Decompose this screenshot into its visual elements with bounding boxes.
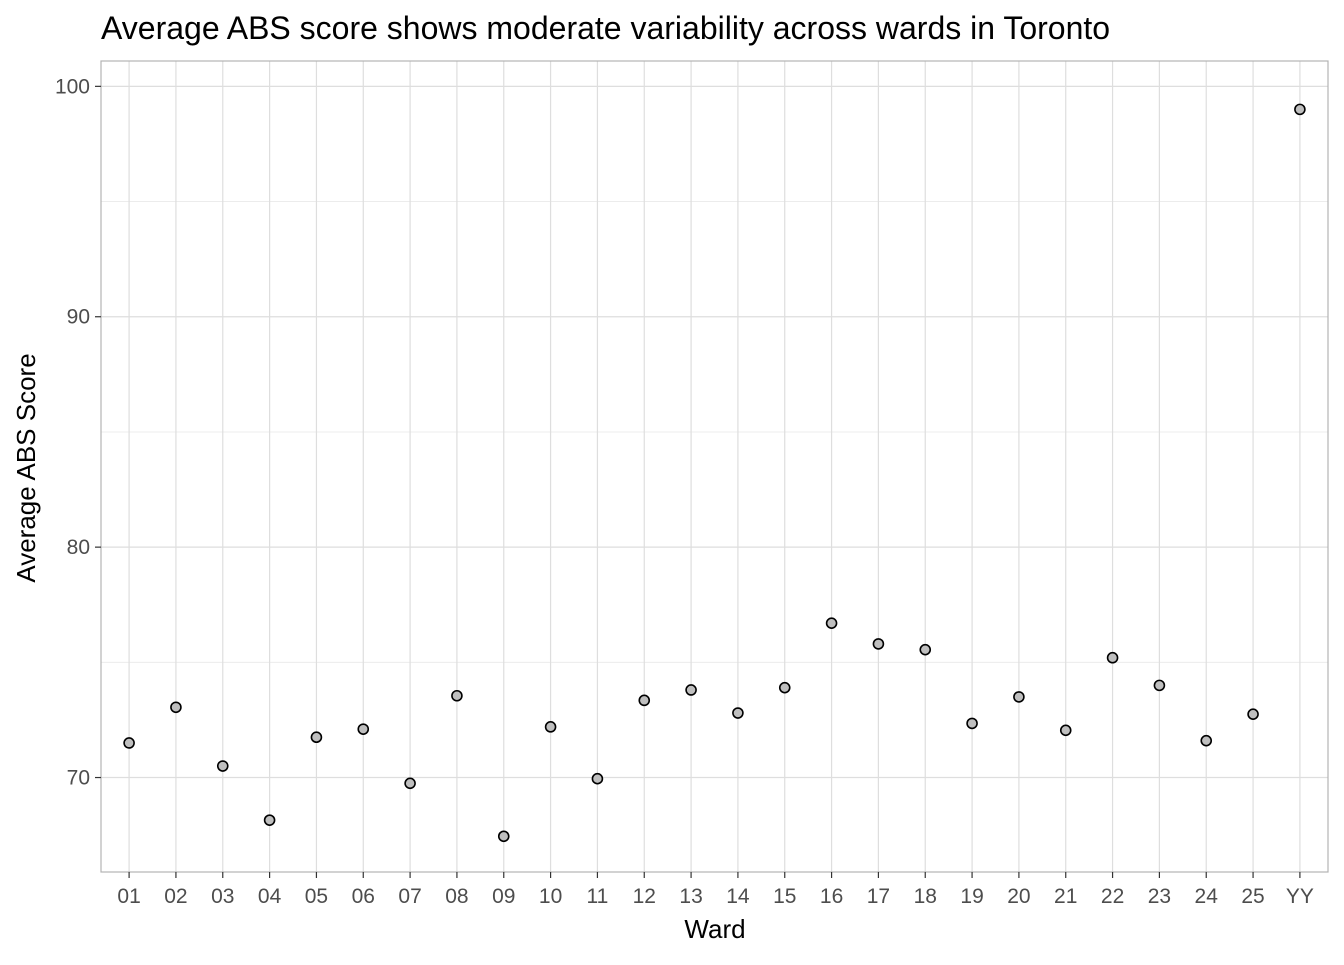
- data-point: [825, 617, 838, 629]
- x-tick-label: 03: [211, 885, 234, 908]
- data-point: [778, 681, 791, 694]
- x-tick-label: 25: [1241, 885, 1264, 908]
- x-tick-label: 14: [726, 885, 750, 908]
- x-axis-title: Ward: [684, 914, 745, 944]
- x-tick-label: 09: [492, 885, 515, 908]
- grid: [101, 61, 1328, 872]
- y-axis-title: Average ABS Score: [11, 353, 41, 582]
- data-point: [732, 707, 744, 719]
- data-point: [123, 737, 135, 749]
- x-tick-label: 20: [1007, 885, 1030, 908]
- data-point: [1106, 651, 1119, 664]
- x-tick-label: 22: [1101, 885, 1124, 908]
- data-point: [216, 760, 229, 772]
- y-tick-label: 80: [67, 536, 90, 559]
- data-points: [123, 103, 1306, 843]
- data-point: [1247, 708, 1259, 720]
- data-point: [497, 830, 510, 843]
- x-tick-label: 01: [117, 885, 140, 908]
- x-tick-label: 11: [587, 885, 609, 908]
- x-tick-label: 10: [539, 885, 562, 908]
- data-point: [263, 814, 276, 826]
- data-point: [591, 772, 604, 785]
- x-tick-label: 07: [398, 885, 421, 908]
- data-point: [1153, 679, 1166, 692]
- data-point: [310, 731, 323, 744]
- data-point: [919, 643, 932, 656]
- data-point: [638, 694, 651, 707]
- data-point: [1294, 103, 1306, 116]
- data-point: [1013, 691, 1025, 703]
- data-point: [451, 689, 463, 702]
- data-point: [404, 777, 416, 790]
- x-tick-label: 08: [445, 885, 468, 908]
- data-point: [544, 721, 557, 733]
- x-tick-label: 23: [1148, 885, 1171, 908]
- y-tick-label: 70: [67, 767, 90, 790]
- x-tick-label: 18: [914, 885, 937, 908]
- x-tick-label: 19: [960, 885, 983, 908]
- x-tick-label: 16: [820, 885, 843, 908]
- data-point: [1059, 724, 1072, 737]
- x-tick-label: 04: [258, 885, 282, 908]
- x-tick-label: 13: [679, 885, 702, 908]
- data-point: [872, 638, 885, 650]
- axis-ticks: 70 80 90 100 01 02 03 04 05 06 07 08 09 10 11 12 13 14 15 1…: [55, 75, 1314, 908]
- data-point: [357, 723, 370, 735]
- panel-border: [100, 60, 1329, 873]
- x-tick-label: 15: [773, 885, 796, 908]
- x-tick-label: YY: [1286, 885, 1314, 908]
- x-tick-label: 24: [1195, 885, 1219, 908]
- x-tick-label: 12: [633, 885, 656, 908]
- data-point: [1200, 734, 1213, 747]
- x-tick-label: 17: [867, 885, 890, 908]
- chart-title: Average ABS score shows moderate variabi…: [101, 10, 1110, 46]
- x-tick-label: 06: [352, 885, 375, 908]
- y-tick-label: 90: [67, 306, 90, 329]
- data-point: [170, 701, 182, 714]
- x-tick-label: 02: [164, 885, 187, 908]
- y-tick-label: 100: [55, 75, 90, 98]
- x-tick-label: 05: [305, 885, 328, 908]
- x-tick-label: 21: [1054, 885, 1077, 908]
- data-point: [966, 717, 978, 730]
- data-point: [685, 684, 697, 696]
